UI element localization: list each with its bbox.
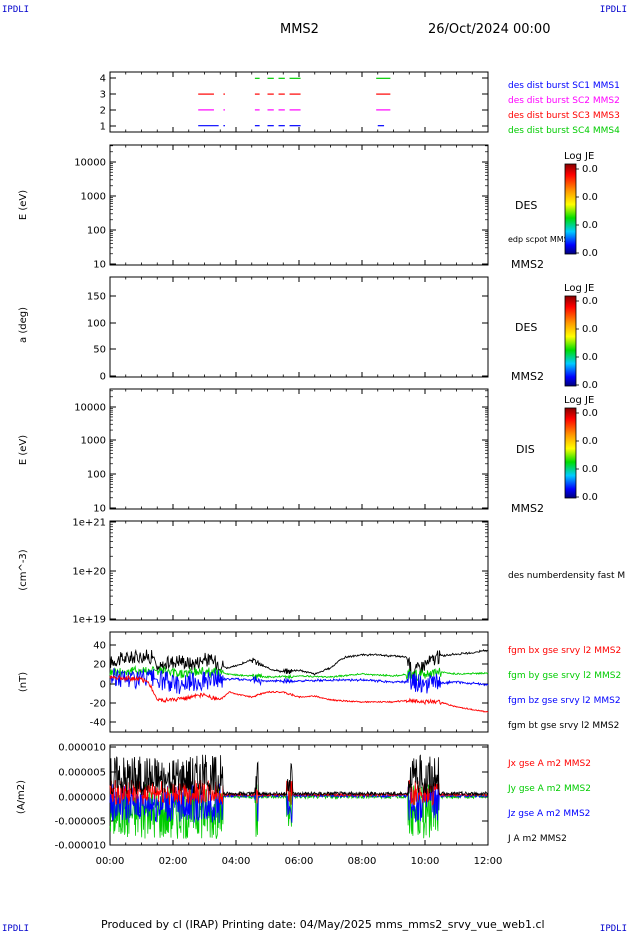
y-tick-label: 3 xyxy=(100,90,106,101)
y-tick-label: -0.000005 xyxy=(55,817,106,828)
colorbar-tick-label: 0.0 xyxy=(582,248,598,259)
y-tick-label: 100 xyxy=(87,226,106,237)
y-tick-label: -0.000010 xyxy=(55,841,106,852)
colorbar-tick-label: 0.0 xyxy=(582,492,598,503)
colorbar-tick-label: 0.0 xyxy=(582,436,598,447)
b-series-bx xyxy=(109,674,489,713)
y-axis-label: (cm^-3) xyxy=(18,549,29,590)
density-legend: des numberdensity fast M xyxy=(508,571,625,581)
x-tick-label: 06:00 xyxy=(285,856,314,867)
y-axis-label: a (deg) xyxy=(18,307,29,343)
burst-legend-4: des dist burst SC4 MMS4 xyxy=(508,126,620,136)
instrument-label-des: DES xyxy=(515,199,537,212)
y-tick-label: -40 xyxy=(90,718,106,729)
burst-legend-2: des dist burst SC2 MMS2 xyxy=(508,96,620,106)
y-axis-label: E (eV) xyxy=(18,435,29,465)
x-tick-label: 10:00 xyxy=(411,856,440,867)
panel-frame-5 xyxy=(109,520,489,621)
spacecraft-label: MMS2 xyxy=(511,258,544,271)
j-series-j xyxy=(109,754,488,797)
spacecraft-label: MMS2 xyxy=(511,502,544,515)
y-tick-label: 150 xyxy=(87,292,106,303)
colorbar-title: Log JE xyxy=(564,283,594,294)
colorbar-tick-label: 0.0 xyxy=(582,408,598,419)
b-legend-1: fgm bx gse srvy l2 MMS2 xyxy=(508,646,621,656)
j-legend-1: Jx gse A m2 MMS2 xyxy=(507,759,591,769)
colorbar-tick-label: 0.0 xyxy=(582,324,598,335)
spacecraft-label: MMS2 xyxy=(511,370,544,383)
corner-label-top-right: IPDLI xyxy=(599,5,627,15)
b-series-by xyxy=(109,664,489,681)
spacecraft-title: MMS2 xyxy=(280,22,319,37)
y-tick-label: 10000 xyxy=(74,403,106,414)
panel-frame-2 xyxy=(109,144,489,266)
corner-label-top-left: IPDLI xyxy=(2,5,30,15)
y-tick-label: 0.000010 xyxy=(58,743,106,754)
y-tick-label: 2 xyxy=(100,106,106,117)
colorbar-tick-label: 0.0 xyxy=(582,352,598,363)
panel-frame-1 xyxy=(109,71,489,133)
colorbar-tick-label: 0.0 xyxy=(582,220,598,231)
y-tick-label: 10 xyxy=(93,504,106,515)
colorbar xyxy=(564,295,577,387)
y-tick-label: 100 xyxy=(87,470,106,481)
y-tick-label: 1e+21 xyxy=(72,518,106,529)
panel-frame-3 xyxy=(109,276,489,378)
y-tick-label: 1e+20 xyxy=(72,567,106,578)
y-tick-label: 1e+19 xyxy=(72,615,106,626)
colorbar xyxy=(564,407,577,499)
colorbar-tick-label: 0.0 xyxy=(582,296,598,307)
x-tick-label: 04:00 xyxy=(222,856,251,867)
y-tick-label: -20 xyxy=(90,699,106,710)
y-tick-label: 100 xyxy=(87,319,106,330)
b-legend-4: fgm bt gse srvy l2 MMS2 xyxy=(508,721,619,731)
burst-legend-3: des dist burst SC3 MMS3 xyxy=(508,111,620,121)
corner-label-bottom-left: IPDLI xyxy=(2,924,30,934)
y-axis-label: E (eV) xyxy=(18,190,29,220)
scpot-annotation: edp scpot MMS2 xyxy=(508,235,574,244)
j-series-jx xyxy=(109,779,488,807)
j-legend-3: Jz gse A m2 MMS2 xyxy=(507,809,590,819)
colorbar-tick-label: 0.0 xyxy=(582,380,598,391)
date-title: 26/Oct/2024 00:00 xyxy=(428,22,551,37)
y-tick-label: 40 xyxy=(93,641,106,652)
y-tick-label: 50 xyxy=(93,345,106,356)
colorbar-tick-label: 0.0 xyxy=(582,464,598,475)
b-legend-3: fgm bz gse srvy l2 MMS2 xyxy=(508,696,621,706)
colorbar-tick-label: 0.0 xyxy=(582,164,598,175)
b-legend-2: fgm by gse srvy l2 MMS2 xyxy=(508,671,621,681)
y-tick-label: 10000 xyxy=(74,158,106,169)
y-tick-label: 0.000005 xyxy=(58,768,106,779)
panel-frame-4 xyxy=(109,388,489,510)
y-tick-label: 1 xyxy=(100,122,106,133)
y-tick-label: 4 xyxy=(100,74,106,85)
y-tick-label: 1000 xyxy=(81,436,106,447)
x-tick-label: 00:00 xyxy=(96,856,125,867)
y-tick-label: 10 xyxy=(93,260,106,271)
footer-credit: Produced by cl (IRAP) Printing date: 04/… xyxy=(101,918,545,931)
y-tick-label: 1000 xyxy=(81,192,106,203)
y-axis-label: (nT) xyxy=(18,672,29,692)
x-tick-label: 08:00 xyxy=(348,856,377,867)
j-legend-4: J A m2 MMS2 xyxy=(507,834,567,844)
colorbar-title: Log JE xyxy=(564,395,594,406)
colorbar xyxy=(564,163,577,255)
j-series-jy xyxy=(109,784,488,839)
corner-label-bottom-right: IPDLI xyxy=(599,924,627,934)
j-legend-2: Jy gse A m2 MMS2 xyxy=(507,784,591,794)
colorbar-tick-label: 0.0 xyxy=(582,192,598,203)
y-tick-label: 20 xyxy=(93,660,106,671)
instrument-label-des: DES xyxy=(515,321,537,334)
b-series-bz xyxy=(109,668,489,695)
y-tick-label: 0 xyxy=(100,680,106,691)
y-tick-label: 0 xyxy=(100,372,106,383)
instrument-label-dis: DIS xyxy=(516,443,535,456)
burst-legend-1: des dist burst SC1 MMS1 xyxy=(508,81,620,91)
y-tick-label: 0.000000 xyxy=(58,793,106,804)
x-tick-label: 12:00 xyxy=(474,856,503,867)
colorbar-title: Log JE xyxy=(564,151,594,162)
y-axis-label: (A/m2) xyxy=(16,780,27,814)
x-tick-label: 02:00 xyxy=(159,856,188,867)
